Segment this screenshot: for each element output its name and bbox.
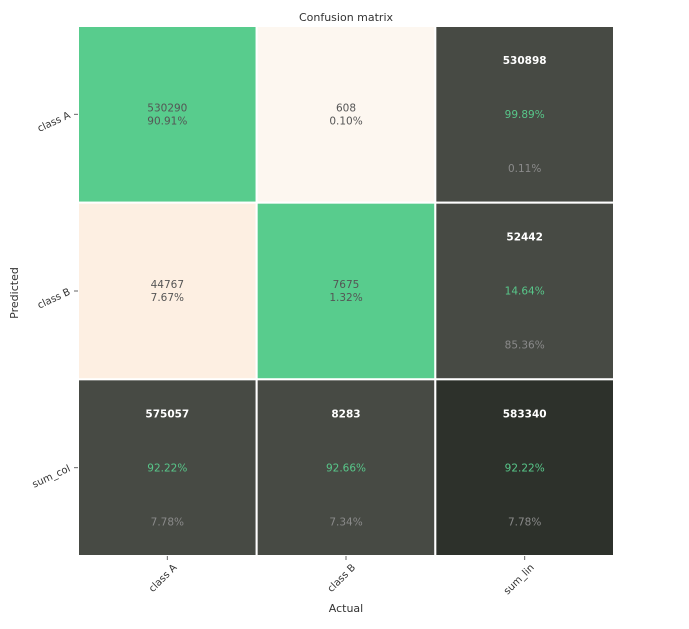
matrix-cell xyxy=(77,378,258,558)
sum-error-percent: 85.36% xyxy=(505,340,545,352)
y-tick-label: class A xyxy=(36,110,72,135)
sum-count: 8283 xyxy=(331,408,360,420)
matrix-cell xyxy=(77,25,258,204)
matrix-cell xyxy=(255,25,437,204)
cell-count: 608 xyxy=(336,102,356,114)
x-tick-label: class B xyxy=(326,562,359,595)
cell-percent: 7.67% xyxy=(151,292,184,304)
sum-error-percent: 0.11% xyxy=(508,163,541,175)
cell-percent: 0.10% xyxy=(329,115,362,127)
sum-count: 575057 xyxy=(145,408,189,420)
matrix-cell xyxy=(77,201,258,381)
sum-count: 52442 xyxy=(506,232,543,244)
cell-count: 44767 xyxy=(151,279,184,291)
y-tick-label: sum_col xyxy=(31,463,73,490)
y-axis-label: Predicted xyxy=(8,267,21,319)
cell-percent: 1.32% xyxy=(329,292,362,304)
sum-error-percent: 7.78% xyxy=(508,516,541,528)
sum-correct-percent: 92.22% xyxy=(147,462,187,474)
x-axis-label: Actual xyxy=(329,602,363,615)
matrix-cell xyxy=(434,201,616,381)
sum-correct-percent: 99.89% xyxy=(505,109,545,121)
sum-error-percent: 7.34% xyxy=(329,516,362,528)
chart-title: Confusion matrix xyxy=(299,11,394,24)
matrix-cell xyxy=(434,25,616,204)
x-tick-label: sum_lin xyxy=(502,562,537,597)
y-tick-label: class B xyxy=(36,287,72,312)
sum-count: 530898 xyxy=(503,55,547,67)
x-tick-label: class A xyxy=(147,562,180,595)
cell-percent: 90.91% xyxy=(147,115,187,127)
cell-count: 7675 xyxy=(333,279,360,291)
sum-correct-percent: 92.66% xyxy=(326,462,366,474)
sum-error-percent: 7.78% xyxy=(151,516,184,528)
matrix-cell xyxy=(255,201,437,381)
sum-correct-percent: 92.22% xyxy=(505,462,545,474)
sum-correct-percent: 14.64% xyxy=(505,286,545,298)
cell-count: 530290 xyxy=(147,102,187,114)
sum-count: 583340 xyxy=(503,408,547,420)
matrix-cell xyxy=(255,378,437,558)
